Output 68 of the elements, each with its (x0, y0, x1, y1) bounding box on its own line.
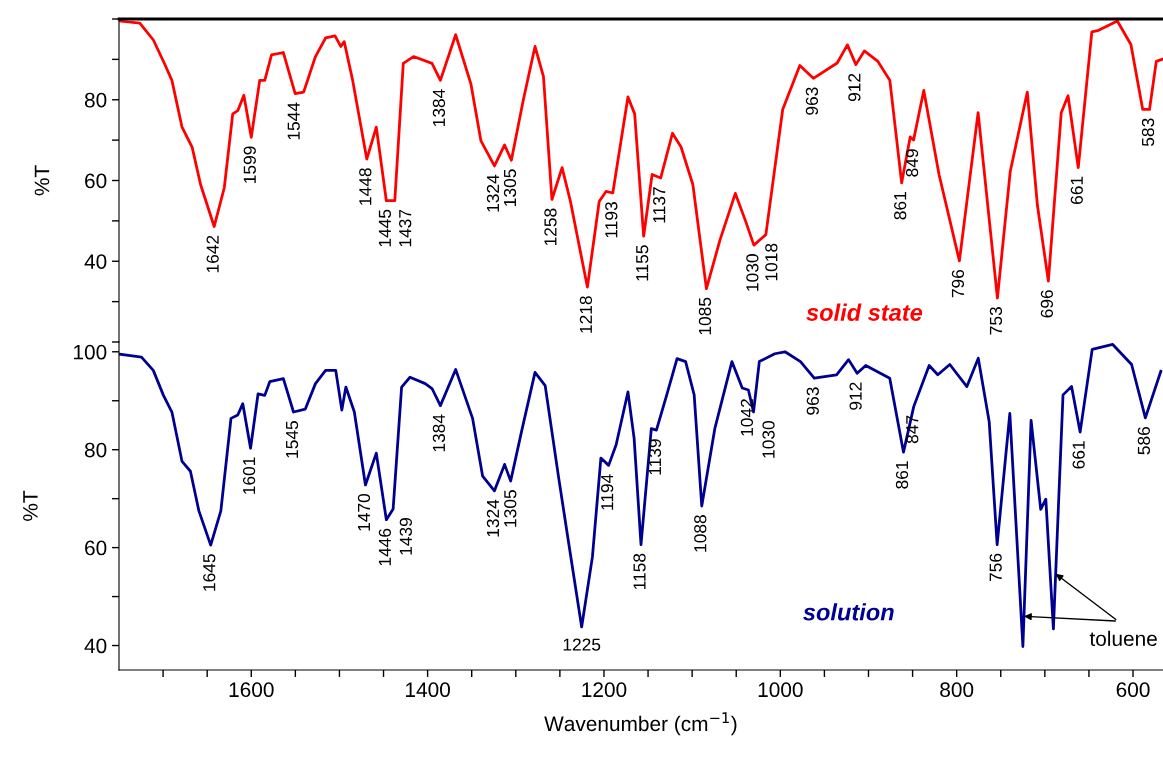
annotation: 963 (805, 87, 819, 115)
y-tick-label: 80 (84, 92, 107, 108)
annotation: 849 (905, 149, 919, 177)
annotation: 1042 (740, 399, 754, 436)
annotation: 1645 (203, 554, 216, 591)
y-tick-label: 40 (84, 254, 107, 269)
annotation: 1448 (359, 168, 372, 205)
annotation: 1305 (503, 169, 517, 206)
annotation: 796 (951, 269, 965, 298)
annotation: 1225 (563, 638, 601, 651)
x-tick-label: 1400 (406, 682, 450, 698)
x-tick-label: 1000 (758, 682, 803, 698)
annotation: 1194 (601, 474, 614, 510)
annotation: 1324 (486, 499, 500, 537)
annotation: 1088 (694, 515, 707, 552)
x-tick-label: 1600 (229, 682, 274, 698)
annotation: 1384 (432, 89, 446, 126)
annotation: 756 (989, 553, 1002, 582)
annotation: 1305 (504, 490, 517, 527)
annotation: 1446 (378, 528, 392, 566)
annotation: 912 (849, 382, 862, 410)
y-tick-label: 60 (85, 540, 107, 556)
y-tick-label: 100 (74, 344, 107, 360)
annotation: 1642 (206, 235, 219, 273)
annotation: 1544 (287, 102, 300, 140)
y-tick-label: 40 (84, 638, 107, 654)
annotation: 1437 (399, 209, 412, 247)
x-tick-label: 800 (940, 682, 974, 698)
annotation: 1137 (653, 187, 666, 223)
annotation: 583 (1141, 118, 1155, 147)
annotation: 661 (1070, 176, 1083, 204)
annotation: 1601 (242, 457, 256, 494)
annotation: toluene (1089, 630, 1157, 647)
annotation: 963 (806, 387, 819, 415)
annotation: 1158 (633, 553, 646, 590)
annotation: 1030 (746, 254, 759, 291)
annotation: 1139 (648, 439, 662, 475)
annotation: 1445 (378, 209, 392, 247)
annotation: 1018 (765, 243, 778, 281)
annotation: 1545 (286, 421, 299, 458)
text: solid state (806, 303, 923, 321)
annotation: 861 (894, 192, 907, 220)
annotation: 661 (1072, 441, 1085, 469)
annotation: 696 (1040, 290, 1054, 318)
annotation: 1384 (432, 414, 446, 452)
annotation: 861 (895, 461, 909, 489)
x-axis-title: Wavenumber (cm$^{−1}$) (544, 712, 737, 736)
annotation: 753 (989, 307, 1003, 335)
annotation: 1258 (544, 208, 557, 246)
annotation: 1085 (698, 297, 712, 335)
y-tick-label: 80 (84, 442, 107, 458)
annotation: 1218 (579, 296, 593, 333)
text: solution (803, 603, 894, 621)
y-tick-label: 60 (85, 173, 107, 189)
y-axis-title: %T (23, 490, 38, 521)
annotation: 1470 (357, 493, 371, 531)
x-tick-label: 1200 (582, 682, 627, 698)
y-axis-title: %T (34, 165, 50, 196)
annotation: 912 (848, 73, 861, 102)
annotation: 1155 (636, 245, 649, 281)
annotation: 1439 (399, 518, 412, 555)
annotation: 1193 (605, 202, 618, 238)
annotation: 586 (1137, 426, 1151, 455)
annotation: 1599 (243, 146, 256, 183)
annotation: 847 (906, 415, 919, 444)
annotation: 1324 (486, 174, 500, 212)
annotation: 1030 (762, 421, 775, 458)
x-tick-label: 600 (1116, 682, 1150, 698)
